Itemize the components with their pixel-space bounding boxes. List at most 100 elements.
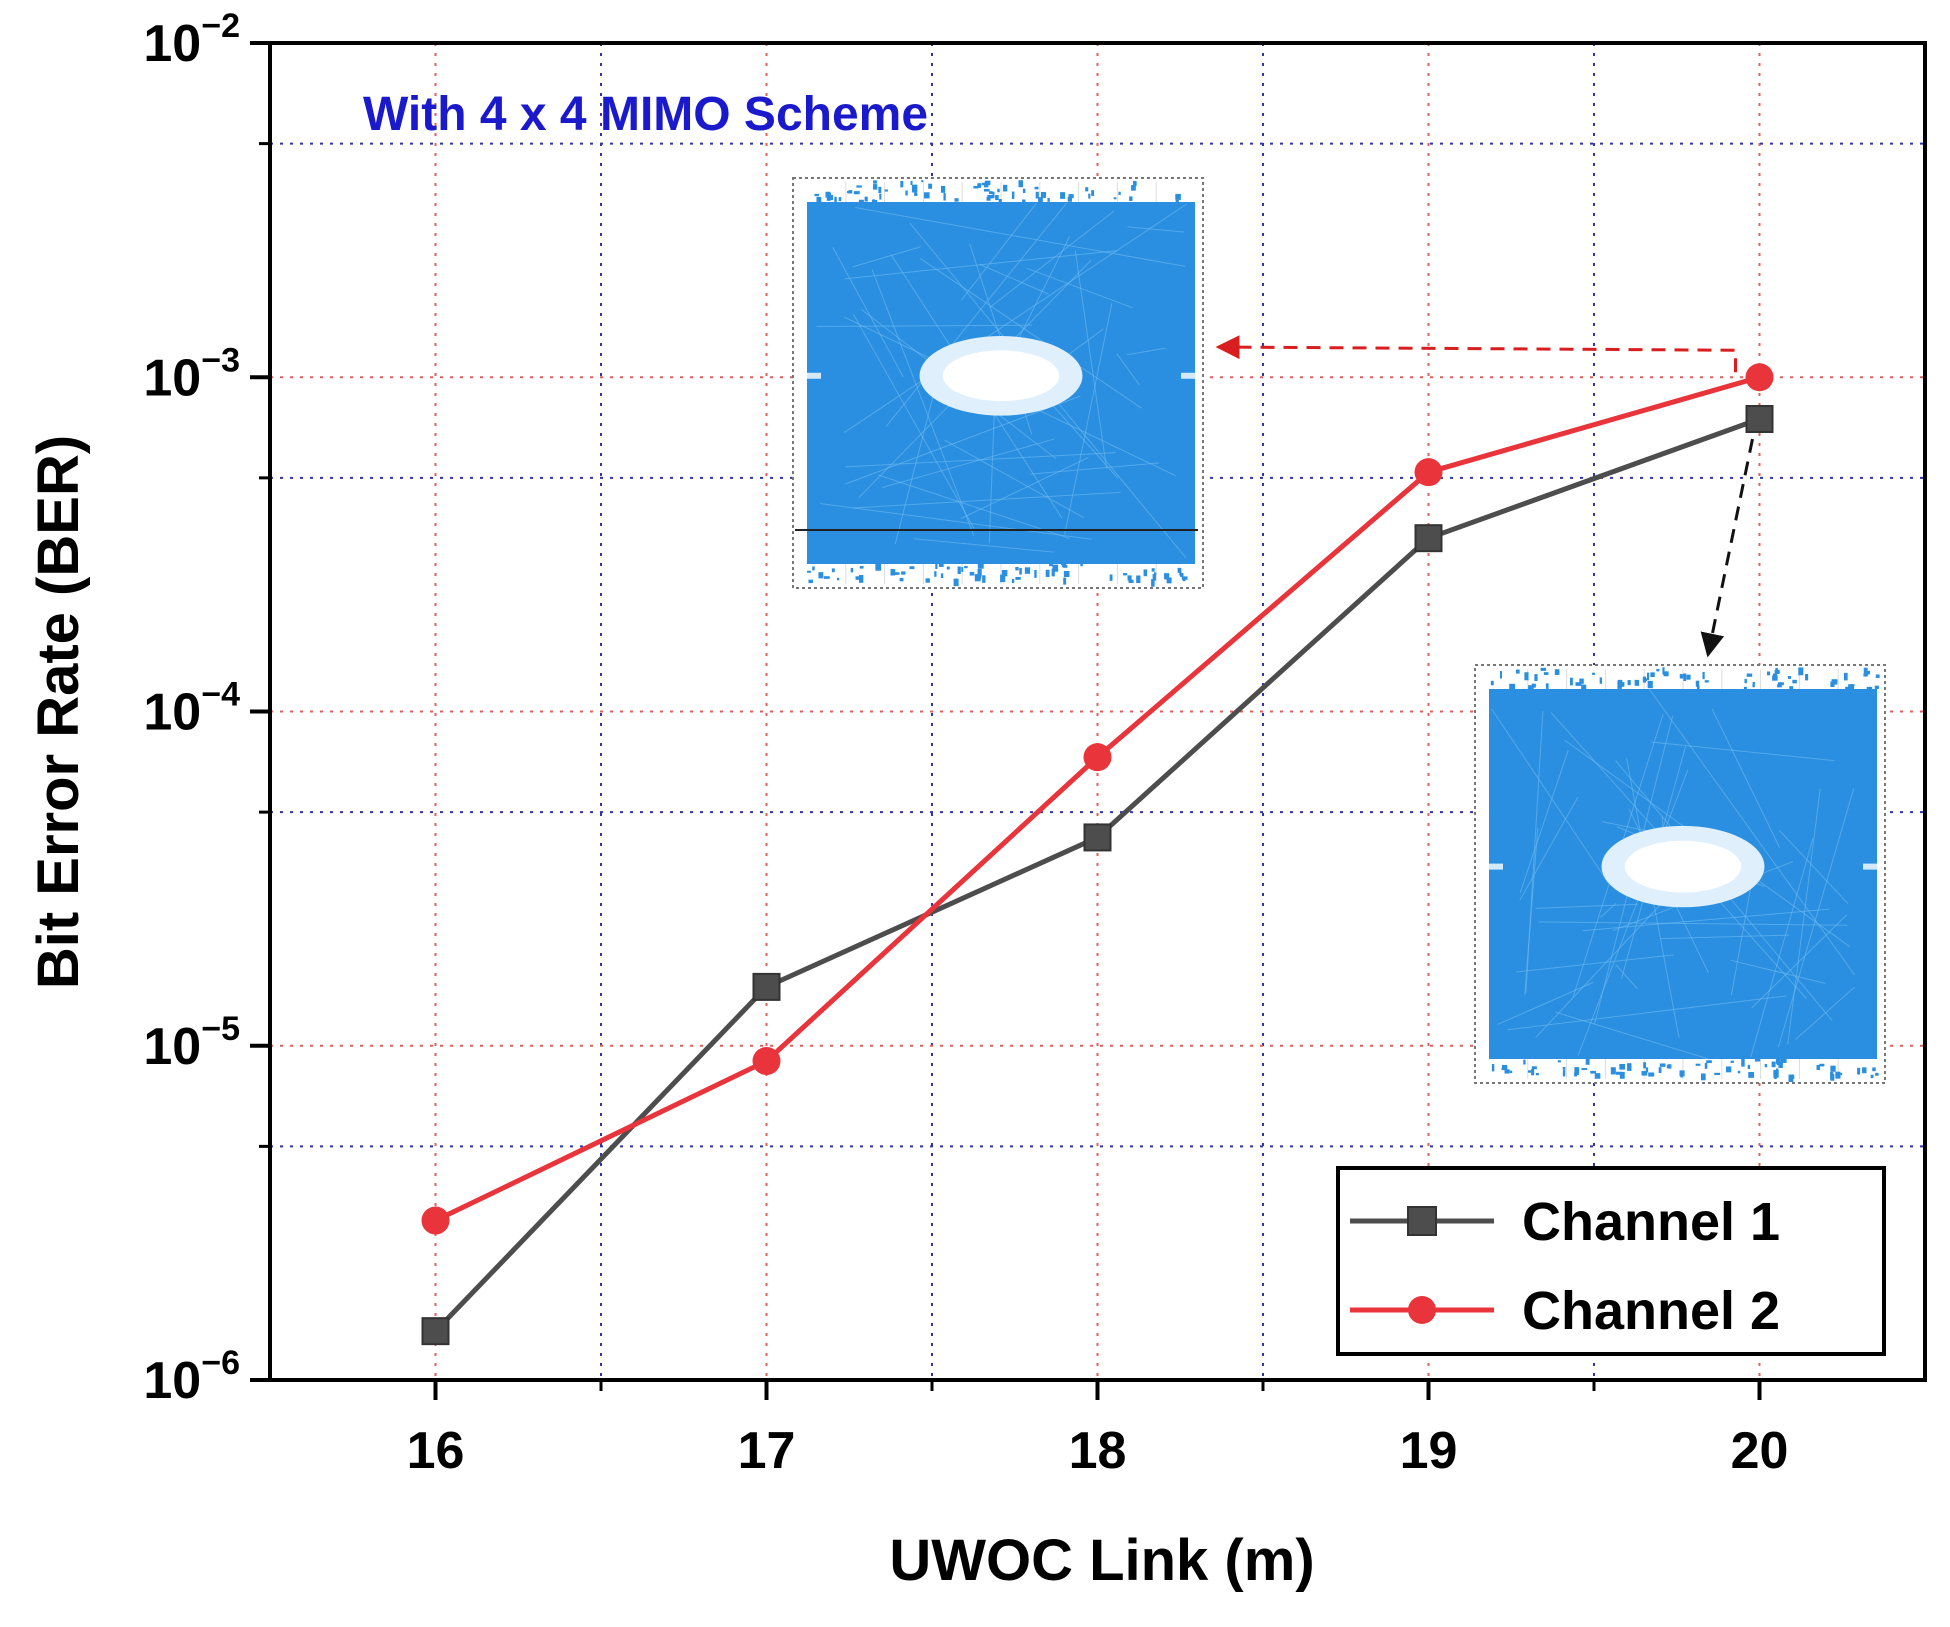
eye-inset-1-noise-dot — [1129, 196, 1133, 201]
eye-inset-1-noise-dot — [818, 572, 824, 579]
eye-inset-2-trace — [1777, 788, 1855, 1048]
eye-inset-1-noise-dot — [940, 573, 944, 579]
eye-inset-2-noise-dot — [1647, 680, 1653, 689]
eye-inset-1-noise-dot — [1080, 562, 1083, 567]
eye-diagram-inset-channel-2 — [792, 177, 1204, 589]
eye-inset-1-noise-dot — [875, 562, 882, 571]
eye-inset-1-noise-dot — [1034, 186, 1039, 190]
eye-inset-2-noise-dot — [1523, 1059, 1526, 1065]
eye-inset-2-noise-dot — [1650, 672, 1655, 678]
eye-inset-2-noise-dot — [1499, 671, 1502, 679]
eye-inset-1-cross-left — [807, 372, 821, 379]
y-tick-label: 10−6 — [143, 1344, 240, 1410]
eye-inset-2-noise-dot — [1792, 679, 1797, 684]
eye-inset-2-noise-dot — [1666, 1065, 1670, 1069]
eye-inset-1-noise-dot — [953, 578, 959, 587]
eye-inset-1-noise-dot — [1152, 574, 1157, 581]
eye-inset-1-noise-dot — [1180, 572, 1184, 577]
eye-inset-2-noise-dot — [1780, 1058, 1787, 1063]
inset-layer — [792, 177, 1886, 1084]
eye-inset-1-noise-dot — [900, 181, 904, 188]
eye-inset-1-noise-dot — [812, 566, 815, 571]
x-tick-label: 19 — [1400, 1422, 1458, 1480]
eye-inset-2-noise-dot — [1645, 1067, 1649, 1073]
eye-inset-2-noise-dot — [1656, 668, 1660, 672]
eye-inset-2-trace — [1538, 921, 1848, 926]
eye-inset-2-noise-dot — [1726, 1066, 1732, 1073]
eye-inset-1-noise-dot — [859, 566, 864, 569]
eye-inset-2-noise-dot — [1528, 685, 1534, 693]
eye-inset-1-noise-dot — [836, 577, 840, 581]
eye-inset-1-noise-dot — [1000, 574, 1006, 583]
eye-inset-2-noise-dot — [1594, 1073, 1601, 1079]
data-point-channel-2 — [752, 1047, 781, 1076]
eye-inset-2-noise-dot — [1704, 680, 1709, 683]
eye-inset-2-noise-dot — [1562, 1069, 1566, 1077]
eye-inset-1-noise-dot — [1127, 575, 1132, 581]
eye-inset-1-trace — [855, 207, 1186, 267]
eye-inset-2-noise-dot — [1764, 1064, 1768, 1068]
eye-inset-1-noise-dot — [928, 183, 933, 189]
eye-inset-2-noise-dot — [1752, 681, 1756, 685]
eye-inset-1-noise-dot — [901, 571, 906, 575]
eye-inset-2-noise-dot — [1540, 667, 1547, 671]
eye-inset-1-noise-dot — [982, 575, 986, 583]
axes: 16 17 18 19 20 10−6 10−5 10−4 10−3 10−2 — [143, 7, 1927, 1480]
eye-inset-1-noise-dot — [909, 566, 915, 570]
eye-inset-2-noise-dot — [1662, 667, 1665, 675]
eye-inset-1-trace — [1026, 267, 1133, 309]
eye-inset-2-trace — [1577, 770, 1689, 1056]
eye-inset-1-noise-dot — [1133, 180, 1137, 186]
eye-inset-2-trace — [1615, 964, 1638, 990]
eye-inset-2-noise-dot — [1543, 672, 1549, 675]
eye-inset-1-noise-dot — [1177, 567, 1182, 573]
eye-inset-1-noise-dot — [807, 570, 811, 573]
eye-inset-1-trace — [919, 258, 1142, 409]
eye-inset-1-noise-dot — [978, 571, 981, 579]
eye-inset-2-noise-dot — [1562, 1067, 1566, 1070]
eye-inset-1-noise-dot — [1051, 568, 1055, 577]
eye-inset-2-noise-dot — [1774, 1071, 1777, 1080]
eye-inset-1-noise-dot — [871, 199, 878, 208]
eye-inset-2-noise-dot — [1658, 1067, 1662, 1074]
eye-inset-2-noise-dot — [1862, 1067, 1867, 1074]
eye-inset-1-noise-dot — [829, 194, 834, 201]
eye-inset-2-trace — [1787, 788, 1821, 1045]
eye-inset-1-noise-dot — [1151, 568, 1155, 572]
eye-inset-1-noise-dot — [1015, 576, 1021, 580]
eye-inset-2-noise-dot — [1643, 1062, 1647, 1069]
eye-inset-2-noise-dot — [1646, 672, 1650, 681]
eye-inset-2-noise-dot — [1845, 686, 1851, 692]
eye-inset-1-eye-opening — [942, 350, 1060, 402]
eye-inset-2-noise-dot — [1527, 1070, 1533, 1073]
eye-inset-2-noise-dot — [1744, 678, 1747, 684]
eye-inset-2-noise-dot — [1696, 685, 1700, 690]
eye-inset-2-noise-dot — [1772, 673, 1776, 679]
eye-inset-1-noise-dot — [1043, 192, 1047, 196]
eye-inset-1-noise-dot — [823, 576, 830, 579]
eye-inset-1-noise-dot — [873, 180, 877, 184]
eye-inset-1-noise-dot — [992, 191, 995, 199]
chart-annotation: With 4 x 4 MIMO Scheme — [363, 88, 928, 141]
eye-inset-1-trace — [1116, 353, 1140, 386]
eye-inset-1-noise-dot — [969, 571, 975, 576]
eye-inset-1-noise-dot — [899, 577, 904, 582]
eye-inset-1-noise-dot — [1151, 579, 1155, 587]
eye-inset-1-trace — [961, 202, 1037, 301]
eye-inset-1-noise-dot — [864, 196, 868, 202]
eye-inset-2-noise-dot — [1557, 1060, 1561, 1063]
eye-inset-2-noise-dot — [1619, 1063, 1625, 1070]
eye-inset-1-noise-dot — [925, 578, 930, 583]
eye-inset-1-trace — [853, 491, 1121, 509]
eye-inset-2-noise-dot — [1642, 676, 1647, 683]
eye-inset-1-noise-dot — [964, 566, 968, 569]
eye-inset-1-trace — [845, 395, 1081, 485]
eye-inset-2-noise-dot — [1777, 684, 1782, 688]
eye-inset-1-noise-dot — [1131, 185, 1136, 191]
eye-inset-2-noise-dot — [1872, 1067, 1876, 1072]
eye-inset-1-noise-dot — [1038, 197, 1043, 204]
eye-inset-1-noise-dot — [1091, 190, 1095, 196]
eye-inset-1-noise-dot — [1166, 577, 1172, 584]
eye-inset-1-noise-dot — [1067, 196, 1072, 202]
eye-inset-2-noise-dot — [1777, 682, 1784, 686]
